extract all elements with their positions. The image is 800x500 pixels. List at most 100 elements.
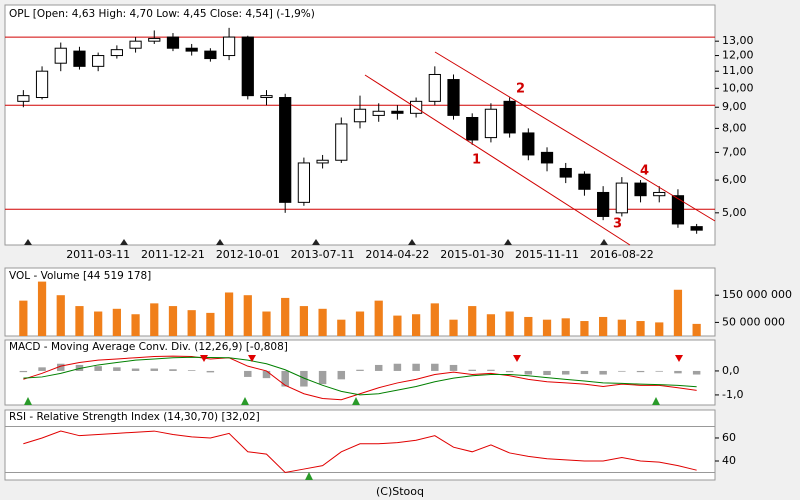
volume-bar xyxy=(187,310,196,336)
histogram-bar xyxy=(94,366,102,371)
candle-body xyxy=(653,191,666,197)
macd-panel xyxy=(4,339,716,406)
volume-bar xyxy=(692,323,701,336)
chart-title: RSI - Relative Strength Index (14,30,70)… xyxy=(9,411,260,423)
title-bg xyxy=(7,7,327,20)
candle-body xyxy=(391,110,404,114)
volume-bar xyxy=(542,319,552,336)
candle-body xyxy=(690,226,703,231)
y-tick-label: 9,00 xyxy=(722,100,747,113)
histogram-bar xyxy=(244,370,252,377)
rsi-panel xyxy=(4,409,716,481)
series-line xyxy=(23,356,697,396)
y-tick-label: 50 000 000 xyxy=(722,315,785,328)
candle-body xyxy=(222,36,236,57)
volume-bar xyxy=(94,311,103,336)
candle-body xyxy=(148,37,161,42)
histogram-bar xyxy=(431,363,439,371)
chart-title: VOL - Volume [44 519 178] xyxy=(9,270,151,282)
volume-bar xyxy=(168,306,178,336)
histogram-bar xyxy=(38,367,46,371)
histogram-bar xyxy=(692,370,701,375)
candle-body xyxy=(316,159,329,164)
volume-bar xyxy=(449,319,458,336)
histogram-bar xyxy=(75,364,84,371)
annotation: 2 xyxy=(516,82,525,97)
volume-bar xyxy=(636,321,645,336)
x-tick-label: 2015-01-30 xyxy=(440,248,504,261)
candle-body xyxy=(372,110,385,116)
candle-body xyxy=(17,95,30,102)
candle-body xyxy=(671,195,685,225)
candle-body xyxy=(35,70,49,99)
volume-bar xyxy=(299,306,309,336)
candle-body xyxy=(428,73,441,102)
x-tick-label: 2011-12-21 xyxy=(141,248,205,261)
volume-bar xyxy=(355,311,365,336)
candle-body xyxy=(279,97,292,203)
y-tick-label: 6,00 xyxy=(722,173,747,186)
histogram-bar xyxy=(206,370,215,373)
volume-bar xyxy=(75,306,84,336)
histogram-bar xyxy=(655,370,663,372)
histogram-bar xyxy=(300,370,308,387)
y-tick-label: 11,00 xyxy=(722,64,754,77)
x-tick-label: 2011-03-11 xyxy=(66,248,130,261)
y-tick-label: 7,00 xyxy=(722,145,747,158)
candle-body xyxy=(503,100,516,134)
volume-bar xyxy=(655,322,664,336)
histogram-bar xyxy=(524,370,533,375)
volume-bar xyxy=(411,314,421,336)
histogram-bar xyxy=(113,367,121,371)
x-tick-label: 2014-04-22 xyxy=(365,248,429,261)
volume-bar xyxy=(374,300,383,336)
histogram-bar xyxy=(543,370,551,376)
volume-bar xyxy=(486,314,496,336)
candle-body xyxy=(92,55,105,67)
histogram-bar xyxy=(57,363,65,371)
volume-bar xyxy=(337,319,346,336)
candle-body xyxy=(634,182,647,197)
histogram-bar xyxy=(449,364,458,371)
histogram-bar xyxy=(356,369,364,371)
y-tick-label: 150 000 000 xyxy=(722,288,792,301)
x-tick-label: 2016-08-22 xyxy=(590,248,654,261)
histogram-bar xyxy=(19,370,28,373)
candle-body xyxy=(447,79,460,116)
candle-body xyxy=(540,151,554,164)
histogram-bar xyxy=(374,364,383,371)
histogram-bar xyxy=(412,363,420,371)
histogram-bar xyxy=(487,369,495,371)
volume-bar xyxy=(37,281,47,336)
volume-bar xyxy=(112,308,121,336)
trend-line xyxy=(364,74,631,246)
volume-bar xyxy=(393,315,402,336)
candle-body xyxy=(597,191,610,217)
chart-title: OPL [Open: 4,63 High: 4,70 Low: 4,45 Clo… xyxy=(9,8,315,20)
volume-bar xyxy=(524,316,533,336)
volume-bar xyxy=(617,319,626,336)
volume-bar xyxy=(430,303,439,336)
date-markers xyxy=(24,239,608,245)
volume-bar xyxy=(318,308,327,336)
y-tick-label: 5,00 xyxy=(722,206,747,219)
volume-bar xyxy=(505,311,514,336)
candle-body xyxy=(241,36,254,97)
x-tick-label: 2012-10-01 xyxy=(216,248,280,261)
series-line xyxy=(23,355,697,401)
trend-line xyxy=(434,51,716,222)
histogram-bar xyxy=(131,368,140,371)
histogram-bar xyxy=(468,369,476,371)
histogram-bar xyxy=(150,368,159,371)
candle-body xyxy=(110,49,123,57)
volume-bar xyxy=(131,314,140,336)
volume-bar xyxy=(468,306,477,336)
footer: (C)Stooq xyxy=(376,485,424,498)
annotation: 1 xyxy=(472,153,481,168)
y-tick-label: 12,00 xyxy=(722,49,754,62)
y-tick-label: 0,0 xyxy=(722,364,740,377)
candle-body xyxy=(578,173,591,190)
volume-bar xyxy=(150,303,159,336)
annotation: 4 xyxy=(640,164,649,179)
